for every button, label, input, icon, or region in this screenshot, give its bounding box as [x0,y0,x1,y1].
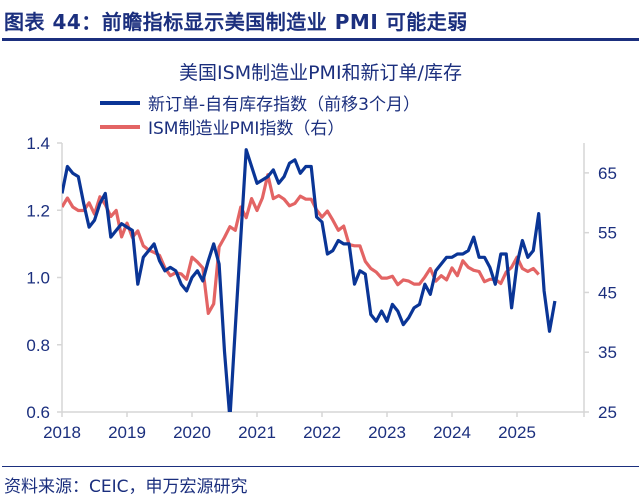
chart-title: 美国ISM制造业PMI和新订单/库存 [179,62,462,84]
legend-swatch-red [100,124,140,129]
legend-swatch-blue [100,100,140,105]
left-tick-label: 1.4 [26,134,50,153]
right-tick-label: 35 [598,343,617,362]
x-tick-label: 2023 [368,423,406,442]
title-divider [2,38,639,41]
new-orders-inventory-line [62,148,557,412]
right-tick-label: 45 [598,283,617,302]
footer-divider [2,466,639,467]
legend-label: 新订单-自有库存指数（前移3个月） [148,95,420,115]
legend-item-pmi: ISM制造业PMI指数（右） [100,114,344,139]
x-tick-label: 2022 [303,423,341,442]
source-note: 资料来源：CEIC，申万宏源研究 [4,477,248,497]
figure-title: 图表 44：前瞻指标显示美国制造业 PMI 可能走弱 [4,10,468,34]
left-tick-label: 1.0 [26,269,50,288]
x-tick-label: 2021 [238,423,276,442]
left-tick-label: 0.8 [26,336,50,355]
left-tick-label: 0.6 [26,403,50,422]
pmi-line [62,173,540,315]
x-tick-label: 2019 [108,423,146,442]
right-tick-label: 25 [598,403,617,422]
legend-item-new-orders-inventory: 新订单-自有库存指数（前移3个月） [100,90,420,115]
left-tick-label: 1.2 [26,201,50,220]
x-tick-label: 2025 [498,423,536,442]
x-tick-label: 2018 [43,423,81,442]
legend-label: ISM制造业PMI指数（右） [148,119,345,139]
x-tick-label: 2024 [433,423,471,442]
right-tick-label: 65 [598,164,617,183]
x-tick-label: 2020 [173,423,211,442]
right-tick-label: 55 [598,224,617,243]
